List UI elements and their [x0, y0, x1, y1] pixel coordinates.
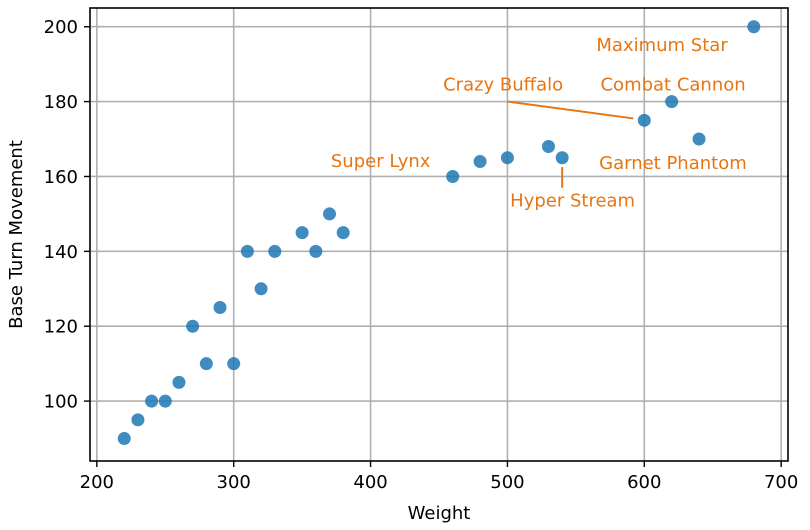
- y-tick-label: 160: [44, 167, 78, 188]
- y-tick-label: 100: [44, 392, 78, 413]
- y-axis-ticks: 100 120 140 160 180 200: [44, 17, 90, 413]
- data-point: [117, 432, 131, 446]
- plot-frame: [89, 7, 789, 462]
- x-tick-label: 600: [627, 472, 661, 493]
- y-tick-label: 200: [44, 17, 78, 38]
- data-point: [637, 113, 651, 127]
- data-point: [336, 226, 350, 240]
- annotation-label: Super Lynx: [331, 151, 431, 172]
- grid: [90, 8, 788, 461]
- data-point: [268, 244, 282, 258]
- data-point: [145, 394, 159, 408]
- data-point: [555, 151, 569, 165]
- data-point: [692, 132, 706, 146]
- data-point: [309, 244, 323, 258]
- data-point: [500, 151, 514, 165]
- data-point: [747, 20, 761, 34]
- x-tick-label: 400: [353, 472, 387, 493]
- data-point: [665, 95, 679, 109]
- data-point: [227, 357, 241, 371]
- annotation-arrow: [507, 100, 634, 120]
- data-point: [186, 319, 200, 333]
- annotation-label: Crazy Buffalo: [443, 74, 563, 95]
- data-points: [117, 20, 761, 446]
- data-point: [240, 244, 254, 258]
- y-tick-label: 120: [44, 317, 78, 338]
- axes: [89, 7, 789, 462]
- annotation-label: Hyper Stream: [510, 190, 635, 211]
- annotation-label: Maximum Star: [596, 35, 728, 56]
- data-point: [254, 282, 268, 296]
- x-tick-label: 700: [764, 472, 798, 493]
- x-tick-label: 300: [217, 472, 251, 493]
- data-point: [473, 154, 487, 168]
- data-point: [131, 413, 145, 427]
- data-point: [172, 375, 186, 389]
- data-point: [295, 226, 309, 240]
- y-tick-label: 180: [44, 92, 78, 113]
- data-point: [199, 357, 213, 371]
- x-axis-ticks: 200 300 400 500 600 700: [80, 461, 798, 493]
- x-axis-title: Weight: [408, 503, 471, 524]
- annotation-label: Garnet Phantom: [599, 153, 747, 174]
- data-point: [323, 207, 337, 221]
- data-point: [158, 394, 172, 408]
- y-axis-title: Base Turn Movement: [6, 140, 27, 329]
- data-point: [213, 301, 227, 315]
- x-tick-label: 200: [80, 472, 114, 493]
- annotations: Maximum Star Combat Cannon Crazy Buffalo Su…: [331, 35, 747, 211]
- x-tick-label: 500: [490, 472, 524, 493]
- data-point: [446, 169, 460, 183]
- annotation-label: Combat Cannon: [600, 74, 745, 95]
- data-point: [541, 140, 555, 154]
- y-tick-label: 140: [44, 242, 78, 263]
